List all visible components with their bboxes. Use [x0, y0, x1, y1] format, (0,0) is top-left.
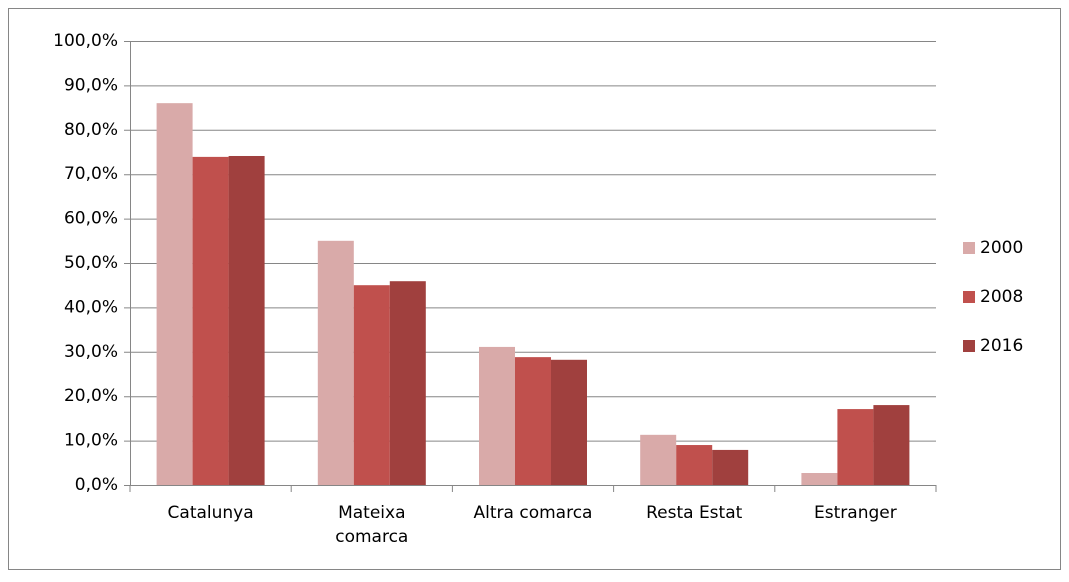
bar [515, 357, 551, 485]
bar [389, 281, 426, 485]
y-tick-label: 20,0% [64, 386, 118, 406]
bar [801, 473, 838, 485]
bar [676, 445, 713, 485]
y-tick-label: 50,0% [64, 253, 118, 273]
x-tick-label: Estranger [814, 503, 897, 523]
bar [640, 434, 677, 485]
x-tick-label: Mateixa comarca [335, 503, 408, 547]
bar [479, 346, 515, 485]
y-tick-label: 0,0% [75, 475, 118, 495]
legend-swatch [963, 291, 975, 303]
y-tick-label: 10,0% [64, 431, 118, 451]
bar [353, 285, 390, 485]
legend-label: 2016 [980, 336, 1023, 356]
legend-label: 2008 [980, 287, 1023, 307]
bar [873, 405, 910, 485]
bar [192, 156, 229, 485]
bar [156, 103, 193, 485]
x-tick-label: Altra comarca [474, 503, 593, 523]
legend-label: 2000 [980, 238, 1023, 258]
x-tick-label: Catalunya [168, 503, 254, 523]
x-tick-label: Resta Estat [646, 503, 743, 523]
y-tick-label: 90,0% [64, 75, 118, 95]
bar [317, 240, 354, 485]
bar [228, 155, 265, 485]
legend-swatch [963, 340, 975, 352]
bar [551, 359, 587, 485]
y-tick-label: 60,0% [64, 209, 118, 229]
bar [837, 409, 874, 485]
y-tick-label: 70,0% [64, 164, 118, 184]
y-tick-label: 100,0% [53, 31, 118, 51]
bar [712, 449, 749, 485]
y-tick-label: 80,0% [64, 120, 118, 140]
y-tick-label: 40,0% [64, 297, 118, 317]
legend-swatch [963, 242, 975, 254]
y-tick-label: 30,0% [64, 342, 118, 362]
